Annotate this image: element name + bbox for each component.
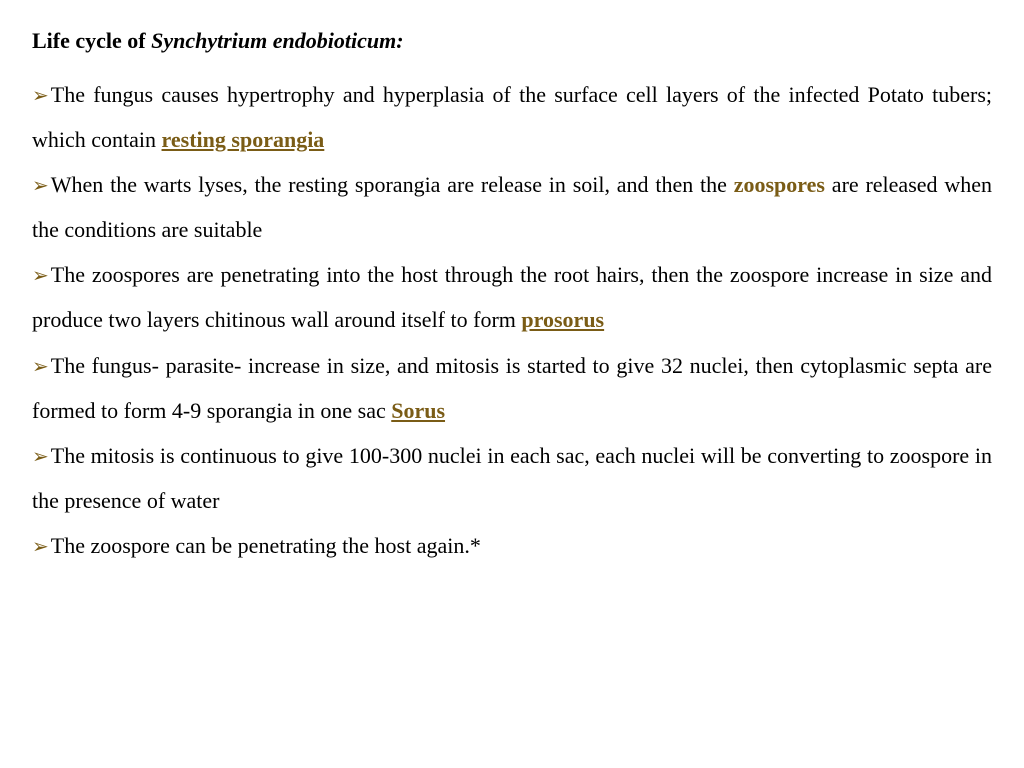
bullet-text-pre: When the warts lyses, the resting sporan… xyxy=(51,172,734,197)
chevron-icon: ➢ xyxy=(32,446,49,468)
bullet-text-pre: The zoospores are penetrating into the h… xyxy=(32,262,992,332)
chevron-icon: ➢ xyxy=(32,536,49,558)
title-species: Synchytrium endobioticum: xyxy=(151,28,403,53)
bullet-item: ➢The mitosis is continuous to give 100-3… xyxy=(32,433,992,523)
chevron-icon: ➢ xyxy=(32,265,49,287)
chevron-icon: ➢ xyxy=(32,85,49,107)
bullet-item: ➢When the warts lyses, the resting spora… xyxy=(32,162,992,252)
bullet-item: ➢The zoospores are penetrating into the … xyxy=(32,252,992,342)
bullet-item: ➢The fungus causes hypertrophy and hyper… xyxy=(32,72,992,162)
highlighted-term: Sorus xyxy=(391,398,445,423)
page-title: Life cycle of Synchytrium endobioticum: xyxy=(32,28,992,54)
bullet-text-pre: The fungus- parasite- increase in size, … xyxy=(32,353,992,423)
highlighted-term: resting sporangia xyxy=(162,127,325,152)
bullet-list: ➢The fungus causes hypertrophy and hyper… xyxy=(32,72,992,568)
bullet-text-pre: The zoospore can be penetrating the host… xyxy=(51,533,481,558)
chevron-icon: ➢ xyxy=(32,356,49,378)
bullet-item: ➢The fungus- parasite- increase in size,… xyxy=(32,343,992,433)
title-prefix: Life cycle of xyxy=(32,28,151,53)
highlighted-term: prosorus xyxy=(521,307,604,332)
chevron-icon: ➢ xyxy=(32,175,49,197)
bullet-item: ➢The zoospore can be penetrating the hos… xyxy=(32,523,992,568)
bullet-text-pre: The mitosis is continuous to give 100-30… xyxy=(32,443,992,513)
highlighted-term: zoospores xyxy=(734,172,825,197)
